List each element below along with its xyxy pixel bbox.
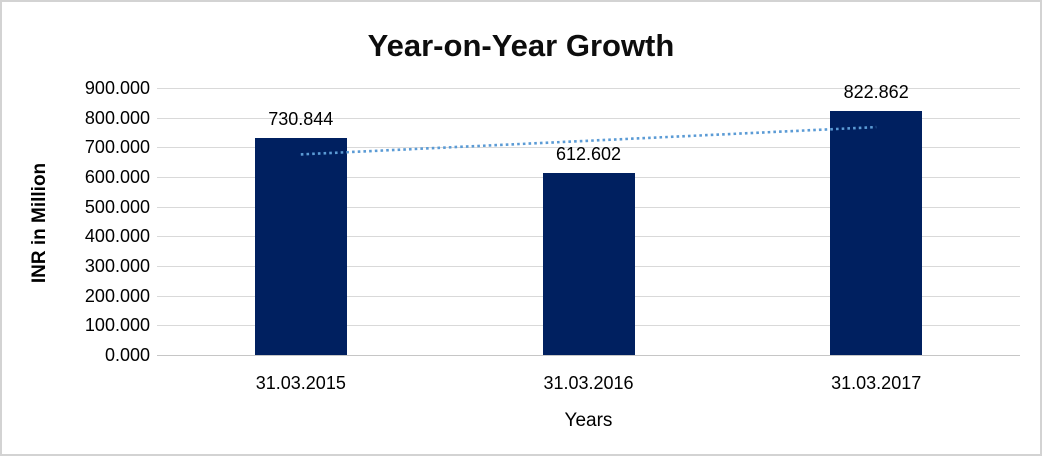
y-tick-label: 600.000 — [84, 167, 150, 187]
bar-value-label: 612.602 — [555, 144, 622, 165]
gridline — [157, 88, 1020, 89]
x-tick-label: 31.03.2017 — [831, 373, 922, 393]
x-axis-line — [157, 355, 1020, 356]
y-tick-label: 300.000 — [84, 256, 150, 276]
bar-value-label: 730.844 — [268, 109, 334, 130]
y-tick-label: 0.000 — [104, 345, 150, 365]
y-tick-label: 800.000 — [84, 107, 150, 128]
gridline — [157, 147, 1020, 149]
y-tick-label: 900.000 — [84, 78, 150, 98]
y-tick-label: 400.000 — [84, 226, 150, 247]
y-tick-label: 100.000 — [84, 315, 150, 336]
chart-title: Year-on-Year Growth — [367, 28, 675, 63]
gridline — [157, 117, 1020, 119]
x-tick-label: 31.03.2015 — [255, 373, 346, 393]
x-tick-label: 31.03.2016 — [543, 373, 634, 393]
trendline — [300, 125, 877, 156]
y-tick-label: 200.000 — [84, 285, 150, 306]
y-tick-label: 700.000 — [84, 137, 150, 158]
bar-31.03.2015 — [254, 138, 347, 355]
y-tick-label: 500.000 — [84, 196, 150, 217]
bar-31.03.2017 — [830, 110, 923, 355]
bar-31.03.2016 — [542, 173, 635, 355]
bar-value-label: 822.862 — [843, 81, 909, 102]
x-axis-title: Years — [564, 410, 613, 431]
